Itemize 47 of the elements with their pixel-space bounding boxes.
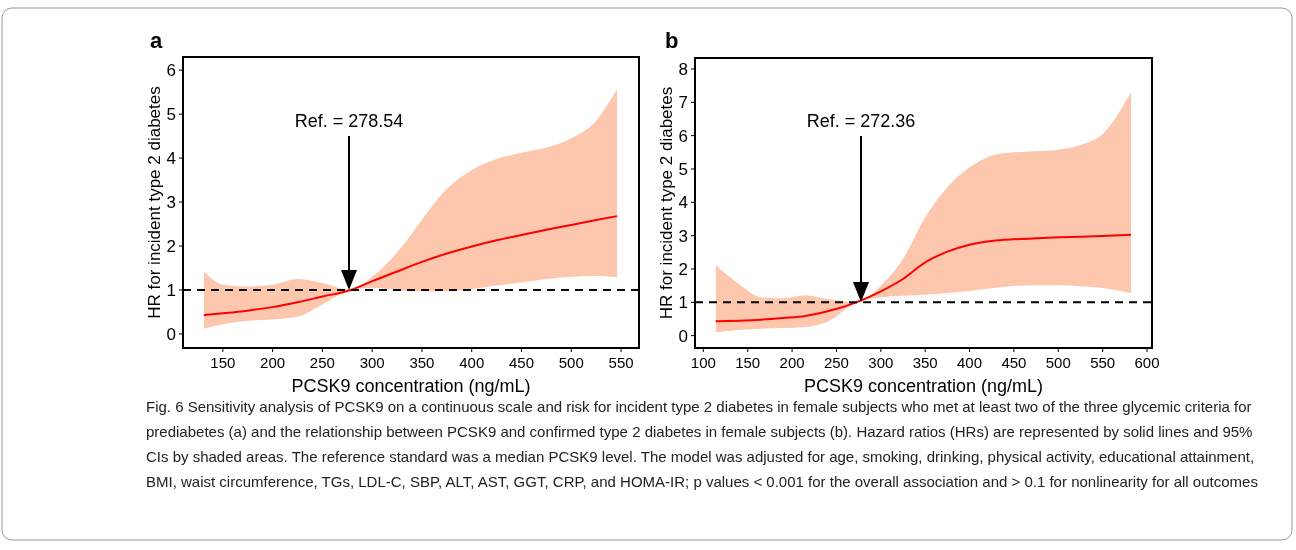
y-tick-label: 0 <box>678 326 688 346</box>
x-tick-label: 250 <box>823 354 849 371</box>
x-tick-label: 150 <box>210 354 236 371</box>
x-tick-label: 200 <box>779 354 805 371</box>
y-axis-title: HR for incident type 2 diabetes <box>145 86 164 319</box>
x-tick-label: 400 <box>459 354 485 371</box>
x-tick-label: 100 <box>690 354 716 371</box>
y-tick-label: 3 <box>166 193 176 213</box>
chart-title: a <box>150 28 163 53</box>
y-tick-label: 5 <box>678 160 688 179</box>
x-tick-label: 550 <box>1090 354 1116 371</box>
x-tick-label: 550 <box>608 354 634 371</box>
y-tick-label: 2 <box>678 260 688 279</box>
annotation: Ref. = 272.36 <box>806 111 916 131</box>
y-tick-label: 8 <box>678 60 688 79</box>
y-axis-title: HR for incident type 2 diabetes <box>657 86 676 320</box>
x-axis-title: PCSK9 concentration (ng/mL) <box>803 376 1044 396</box>
line-series <box>714 233 1133 323</box>
y-tick-label: 0 <box>166 324 176 344</box>
y-tick-label: 1 <box>166 280 176 300</box>
x-tick-label: 500 <box>1045 354 1071 371</box>
chart-title: b <box>665 28 679 53</box>
y-tick-label: 6 <box>166 61 176 81</box>
caption: Fig. 6 Sensitivity analysis of PCSK9 on a continuous scale and risk for incident type 2 diabetes in female subjects who met at least two of the three glycemic criteria for prediabetes (a) and the relationship between PCSK9 and confirmed type 2 diabetes in female subjects (b). Hazard ratios (HRs) are represented by solid lines and 95% CIs by shaded areas. The reference standard was a median PCSK9 level. The model was adjusted for age, smoking, drinking, physical activity, educational attainment, BMI, waist circumference, TGs, LDL-C, SBP, ALT, AST, GGT, CRP, and HOMA-IR; p values < 0.001 for the overall association and > 0.1 for nonlinearity for all outcomes <box>146 398 1258 490</box>
x-tick-label: 200 <box>260 354 286 371</box>
x-tick-label: 500 <box>558 354 584 371</box>
x-tick-label: 600 <box>1134 354 1160 371</box>
y-tick-label: 6 <box>678 126 688 146</box>
y-tick-label: 4 <box>166 149 176 169</box>
y-tick-label: 2 <box>166 237 176 257</box>
x-tick-label: 400 <box>957 354 983 371</box>
x-tick-label: 150 <box>735 354 761 371</box>
x-tick-label: 350 <box>912 354 938 371</box>
y-tick-label: 3 <box>678 226 688 246</box>
y-tick-label: 5 <box>166 105 176 125</box>
y-tick-label: 1 <box>678 293 688 313</box>
x-tick-label: 250 <box>309 354 335 371</box>
x-tick-label: 300 <box>868 354 894 371</box>
x-tick-label: 350 <box>409 354 435 371</box>
annotation: Ref. = 278.54 <box>294 111 404 131</box>
y-tick-label: 7 <box>678 93 688 113</box>
x-tick-label: 300 <box>359 354 385 371</box>
y-tick-label: 4 <box>678 193 688 213</box>
x-tick-label: 450 <box>509 354 535 371</box>
line-series <box>202 215 619 317</box>
x-tick-label: 450 <box>1001 354 1027 371</box>
x-axis-title: PCSK9 concentration (ng/mL) <box>291 376 531 396</box>
